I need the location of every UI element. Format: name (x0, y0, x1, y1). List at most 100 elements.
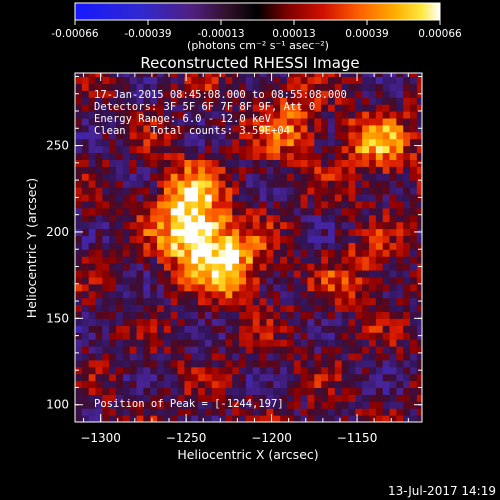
heatmap-cell (293, 290, 302, 299)
heatmap-cell (389, 269, 397, 278)
heatmap-cell (198, 83, 206, 91)
heatmap-cell (293, 90, 302, 98)
heatmap-cell (355, 131, 363, 140)
heatmap-cell (403, 104, 411, 112)
heatmap-cell (157, 276, 165, 285)
heatmap-cell (280, 387, 288, 395)
heatmap-cell (109, 200, 117, 209)
heatmap-cell (334, 290, 343, 299)
heatmap-cell (143, 256, 151, 264)
heatmap-cell (204, 394, 213, 402)
heatmap-cell (396, 200, 404, 209)
heatmap-cell (410, 200, 418, 209)
heatmap-cell (300, 311, 309, 319)
heatmap-cell (81, 394, 90, 402)
heatmap-cell (273, 242, 281, 250)
heatmap-cell (252, 207, 261, 216)
heatmap-cell (355, 373, 363, 382)
heatmap-cell (136, 138, 144, 147)
footer-timestamp: 13-Jul-2017 14:19 (388, 484, 496, 498)
heatmap-cell (341, 221, 350, 230)
heatmap-cell (75, 200, 83, 209)
heatmap-cell (102, 152, 110, 160)
heatmap-cell (341, 297, 350, 306)
heatmap-cell (116, 235, 124, 243)
heatmap-cell (122, 73, 131, 78)
heatmap-cell (225, 332, 233, 340)
heatmap-cell (204, 193, 213, 202)
heatmap-cell (225, 214, 233, 223)
heatmap-cell (191, 90, 199, 98)
heatmap-cell (286, 290, 295, 299)
heatmap-cell (225, 138, 233, 147)
heatmap-cell (225, 187, 233, 195)
heatmap-cell (95, 221, 103, 230)
heatmap-cell (116, 242, 124, 250)
heatmap-cell (403, 256, 411, 264)
heatmap-cell (348, 131, 356, 140)
heatmap-cell (204, 366, 213, 375)
heatmap-cell (286, 249, 295, 257)
heatmap-cell (348, 304, 356, 313)
heatmap-cell (300, 304, 309, 313)
heatmap-cell (403, 366, 411, 375)
heatmap-cell (129, 318, 138, 326)
heatmap-cell (116, 214, 124, 223)
y-tick-label: 200 (46, 225, 69, 239)
heatmap-cell (184, 73, 192, 78)
heatmap-cell (136, 90, 144, 98)
heatmap-cell (410, 380, 418, 389)
heatmap-cell (88, 73, 97, 78)
heatmap-cell (362, 408, 370, 416)
heatmap-cell (163, 117, 172, 126)
heatmap-cell (410, 124, 418, 133)
heatmap-cell (88, 256, 97, 264)
heatmap-cell (416, 83, 422, 91)
heatmap-cell (341, 311, 350, 319)
heatmap-cell (191, 187, 199, 195)
heatmap-cell (170, 387, 179, 395)
heatmap-cell (348, 373, 356, 382)
heatmap-cell (150, 332, 158, 340)
heatmap-cell (293, 166, 302, 174)
heatmap-cell (211, 214, 220, 223)
heatmap-cell (109, 117, 117, 126)
heatmap-cell (280, 152, 288, 160)
heatmap-cell (116, 276, 124, 285)
heatmap-cell (252, 173, 261, 181)
heatmap-cell (109, 180, 117, 188)
heatmap-cell (382, 408, 391, 416)
heatmap-cell (369, 325, 377, 333)
heatmap-cell (136, 124, 144, 133)
heatmap-cell (136, 290, 144, 299)
heatmap-cell (198, 359, 206, 368)
annotation-detectors: Detectors: 3F 5F 6F 7F 8F 9F, Att 0 (94, 101, 315, 113)
heatmap-cell (102, 408, 110, 416)
heatmap-cell (280, 263, 288, 271)
heatmap-cell (150, 214, 158, 223)
heatmap-cell (327, 373, 336, 382)
heatmap-cell (143, 394, 151, 402)
heatmap-cell (157, 214, 165, 223)
heatmap-cell (362, 207, 370, 216)
heatmap-cell (129, 76, 138, 84)
heatmap-cell (334, 387, 343, 395)
heatmap-cell (280, 90, 288, 98)
heatmap-cell (218, 242, 227, 250)
heatmap-cell (109, 256, 117, 264)
heatmap-cell (245, 242, 254, 250)
colorbar-units: (photons cm⁻² s⁻¹ asec⁻²) (187, 39, 329, 52)
heatmap-cell (150, 325, 158, 333)
heatmap-cell (157, 97, 165, 105)
heatmap-cell (150, 387, 158, 395)
heatmap-cell (109, 408, 117, 416)
heatmap-cell (245, 263, 254, 271)
heatmap-cell (410, 235, 418, 243)
heatmap-cell (348, 311, 356, 319)
heatmap-cell (266, 124, 274, 133)
heatmap-cell (273, 373, 281, 382)
heatmap-cell (81, 366, 90, 375)
heatmap-cell (136, 76, 144, 84)
heatmap-cell (225, 173, 233, 181)
heatmap-cell (266, 318, 274, 326)
